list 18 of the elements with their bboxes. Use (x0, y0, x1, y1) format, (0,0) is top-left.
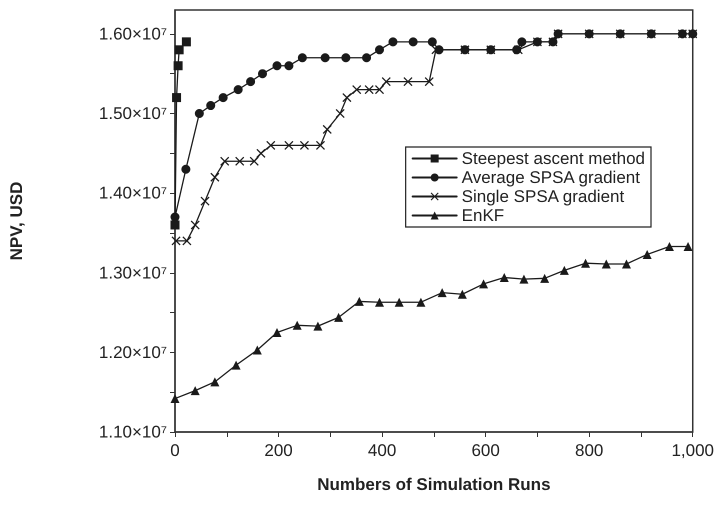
y-tick-label: 1.50×10⁷ (98, 104, 167, 124)
y-tick-label: 1.40×10⁷ (98, 184, 167, 203)
y-tick-label: 1.60×10⁷ (98, 24, 167, 44)
x-tick-label: 400 (368, 441, 396, 460)
x-tick-label: 1,000 (671, 441, 714, 460)
legend-label: Average SPSA gradient (462, 168, 640, 187)
legend-label: EnKF (462, 206, 504, 225)
x-tick-label: 600 (471, 441, 500, 460)
x-axis-title: Numbers of Simulation Runs (317, 475, 551, 494)
x-tick-label: 200 (264, 441, 293, 460)
legend-label: Steepest ascent method (462, 149, 646, 168)
x-tick-label: 0 (170, 441, 180, 460)
legend-label: Single SPSA gradient (462, 187, 624, 206)
y-axis-title: NPV, USD (7, 182, 26, 260)
x-tick-label: 800 (574, 441, 604, 460)
y-tick-label: 1.10×10⁷ (98, 422, 167, 442)
y-tick-label: 1.30×10⁷ (98, 263, 167, 282)
y-tick-label: 1.20×10⁷ (98, 342, 167, 362)
